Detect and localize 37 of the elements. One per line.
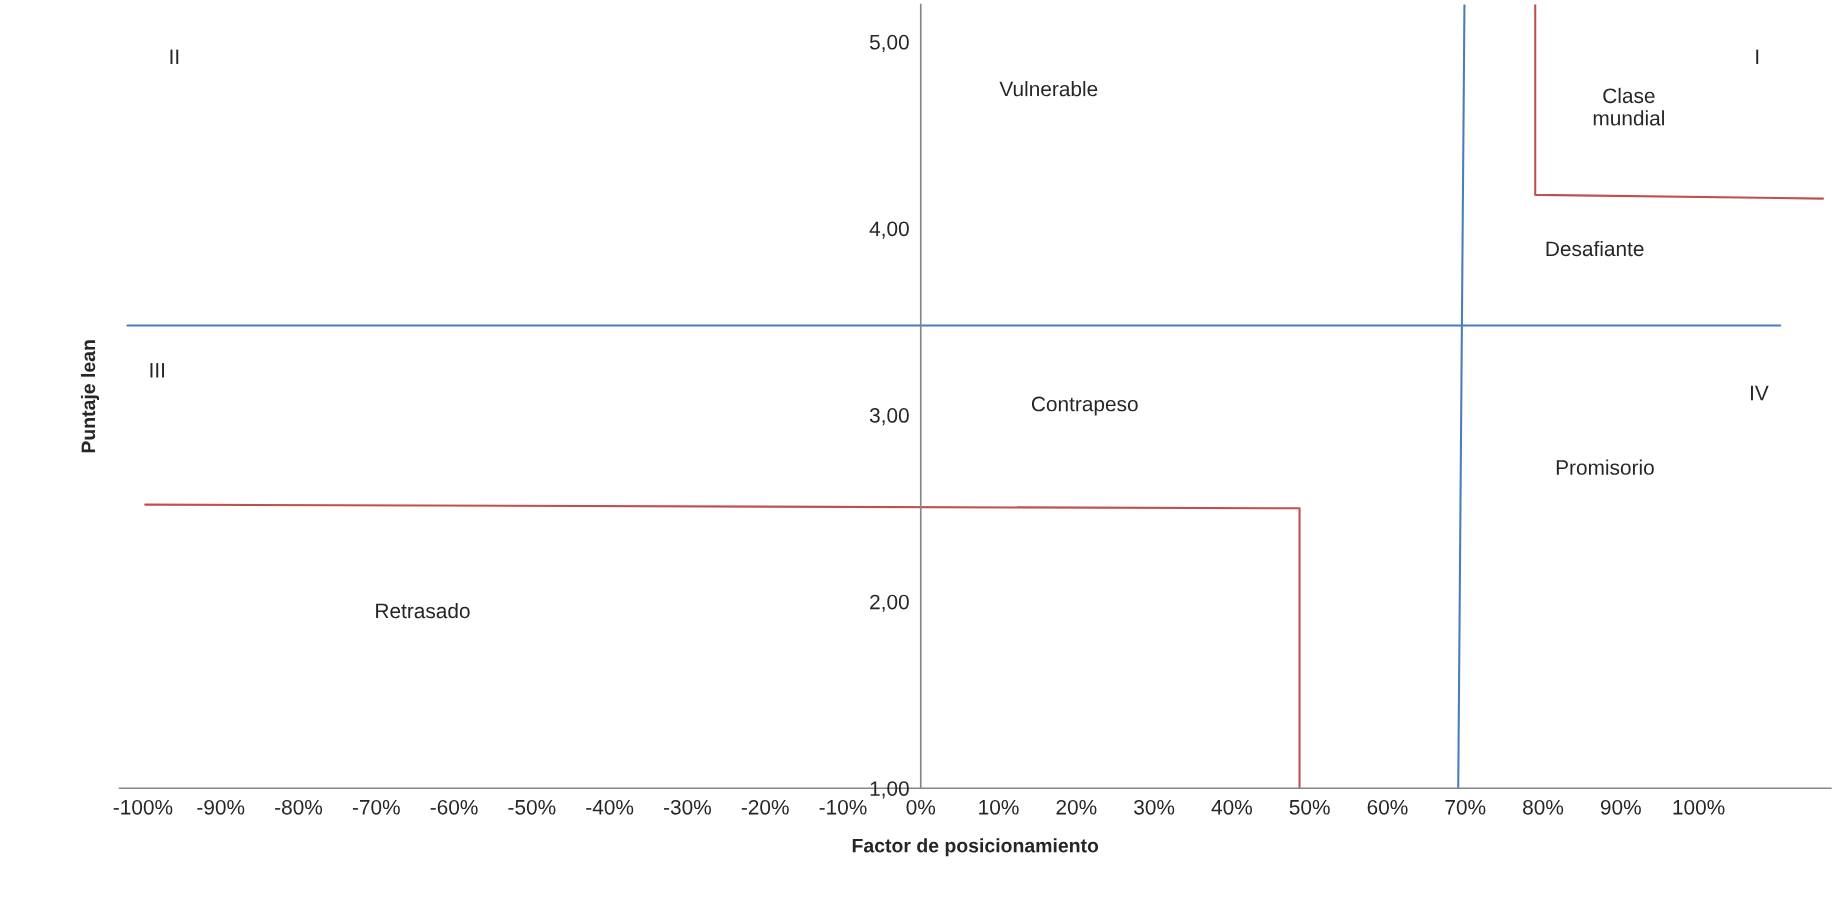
x-tick-label: -70% [352,799,400,815]
x-tick-label: 60% [1367,799,1408,815]
x-tick-label: 80% [1523,799,1564,815]
annotation: Vulnerable [999,81,1098,97]
annotation: I [1756,49,1759,64]
x-tick-label: 100% [1673,799,1725,815]
x-tick-label: -40% [586,799,634,815]
x-tick-label: -60% [430,799,478,815]
x-tick-label: 10% [979,799,1019,815]
x-tick-label: 90% [1600,799,1641,815]
annotation: Promisorio [1556,459,1654,475]
annotation: Clase mundial [1593,87,1664,126]
y-tick-label: 3,00 [869,408,909,426]
annotation: Contrapeso [1031,396,1138,416]
x-tick-label: 70% [1445,799,1486,815]
annotation: Retrasado [376,602,470,619]
x-tick-label: 0% [906,799,936,815]
y-axis-title: Puntaje lean [80,340,100,453]
x-tick-label: 50% [1289,799,1330,815]
x-tick-label: 20% [1056,799,1097,815]
annotation: Desafiante [1546,240,1644,257]
y-tick-label: 4,00 [869,221,909,239]
x-tick-label: 30% [1134,799,1175,815]
x-axis-title: Factor de posicionamiento [852,838,1099,857]
x-tick-label: -30% [664,799,711,815]
annotation: II [170,49,179,64]
y-tick-label: 2,00 [870,594,909,612]
annotation: IV [1751,385,1769,401]
x-tick-label: -50% [508,799,556,815]
y-tick-label: 5,00 [869,34,909,53]
x-tick-label: 40% [1211,799,1252,815]
x-tick-label: -20% [741,799,789,815]
annotation: III [150,363,165,378]
x-tick-label: -80% [275,799,323,815]
x-tick-label: -90% [197,799,245,815]
x-tick-label: -10% [819,799,867,815]
x-tick-label: -100% [113,799,173,815]
